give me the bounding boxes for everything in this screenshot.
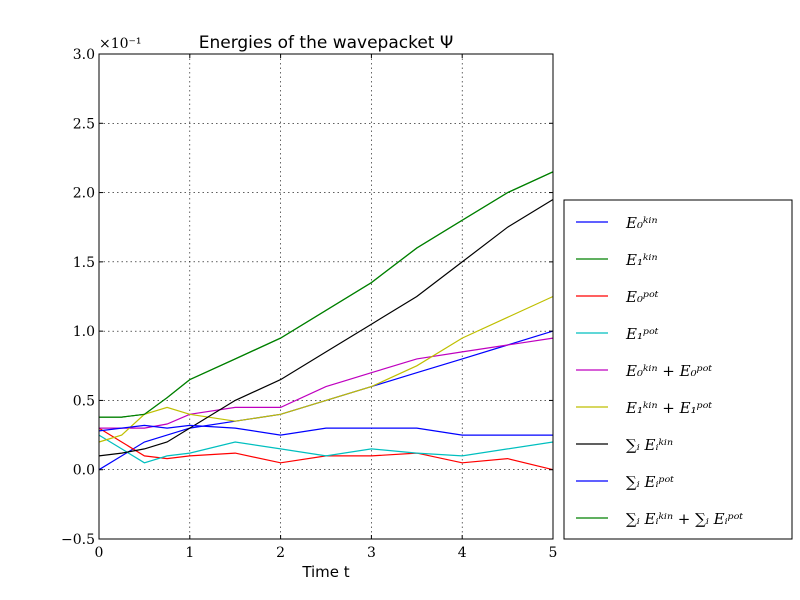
ticks: 0 1 2 3 4 5 −0.5 0.0 0.5 1.0 1.5 2.0 2.5 3.0 [61,47,557,561]
x-tick-label: 0 [95,545,104,561]
y-tick-label: 0.0 [73,463,95,479]
chart-title: Energies of the wavepacket Ψ [199,33,454,53]
x-tick-label: 5 [549,545,558,561]
legend-frame [563,199,793,540]
legend-label: ∑ᵢ Eᵢᵏⁱⁿ [626,436,673,454]
series-line-2 [99,171,554,418]
x-tick-label: 3 [367,545,376,561]
plot-frame [98,53,554,540]
legend-label: ∑ᵢ Eᵢᵖᵒᵗ [626,473,674,491]
y-offset-label: ×10⁻¹ [99,36,142,52]
series-line-6 [98,295,554,443]
legend-label: E₁ᵏⁱⁿ + E₁ᵖᵒᵗ [625,399,712,417]
series-line-7 [98,198,554,457]
y-tick-label: −0.5 [61,532,95,548]
y-tick-label: 2.5 [73,116,95,132]
legend-label: E₁ᵖᵒᵗ [625,325,659,343]
legend-label: E₁ᵏⁱⁿ [625,251,658,269]
series-line-5 [99,337,554,429]
legend-label: E₀ᵏⁱⁿ [625,214,658,232]
series-line-9 [99,171,554,418]
series-line-3 [98,427,554,471]
legend-label: ∑ᵢ Eᵢᵏⁱⁿ + ∑ᵢ Eᵢᵖᵒᵗ [626,510,743,528]
x-axis-label: Time t [301,563,349,581]
x-tick-label: 4 [458,545,467,561]
y-tick-label: 3.0 [73,47,95,63]
x-tick-label: 1 [185,545,194,561]
y-tick-label: 2.0 [73,186,95,202]
y-tick-label: 1.0 [73,324,95,340]
legend-label: E₀ᵏⁱⁿ + E₀ᵖᵒᵗ [625,362,712,380]
grid [98,53,554,540]
series-line-8 [98,424,553,436]
legend-label: E₀ᵖᵒᵗ [625,288,659,306]
y-tick-label: 0.5 [73,393,95,409]
legend: E₀ᵏⁱⁿ E₁ᵏⁱⁿ E₀ᵖᵒᵗ E₁ᵖᵒᵗ E₀ᵏⁱⁿ + E₀ᵖᵒᵗ E₁ᵏⁱⁿ +… [563,199,793,540]
x-tick-label: 2 [276,545,285,561]
series-line-4 [98,434,554,464]
y-tick-label: 1.5 [73,255,95,271]
series-lines [98,171,554,471]
